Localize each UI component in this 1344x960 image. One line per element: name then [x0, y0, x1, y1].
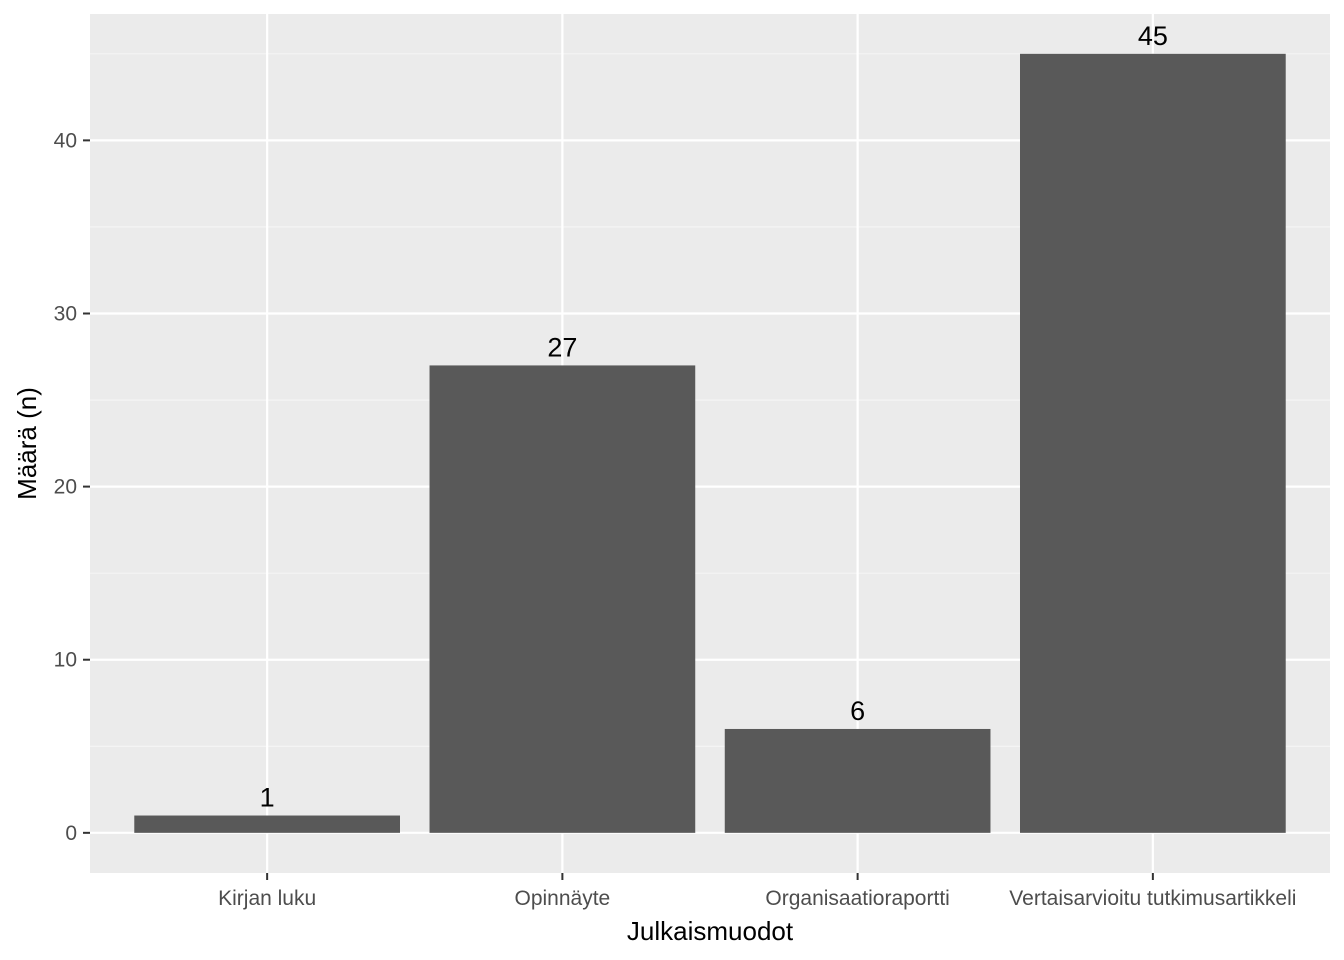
x-tick-label: Vertaisarvioitu tutkimusartikkeli: [1009, 887, 1296, 910]
x-axis-title: Julkaismuodot: [627, 916, 794, 946]
bar: [1020, 53, 1286, 833]
y-tick-label: 0: [65, 822, 77, 845]
y-tick-label: 10: [54, 649, 77, 672]
y-tick-label: 30: [54, 302, 77, 325]
bar-value-label: 45: [1138, 21, 1168, 51]
bar-value-labels: 1 27 6 45: [260, 21, 1168, 813]
y-tick-label: 40: [54, 129, 77, 152]
bar-value-label: 1: [260, 783, 275, 813]
y-axis-title: Määrä (n): [12, 387, 42, 500]
x-tick-label: Opinnäyte: [515, 887, 611, 910]
bars: [134, 53, 1286, 833]
y-axis: 0 10 20 30 40: [54, 129, 90, 845]
y-tick-label: 20: [54, 476, 77, 499]
x-tick-label: Kirjan luku: [218, 887, 316, 910]
x-tick-label: Organisaatioraportti: [765, 887, 949, 910]
bar: [134, 815, 401, 833]
bar: [429, 365, 696, 833]
bar: [724, 728, 991, 833]
bar-value-label: 6: [850, 696, 865, 726]
bar-value-label: 27: [547, 332, 577, 362]
x-axis: Kirjan luku Opinnäyte Organisaatioraportti…: [218, 873, 1296, 910]
